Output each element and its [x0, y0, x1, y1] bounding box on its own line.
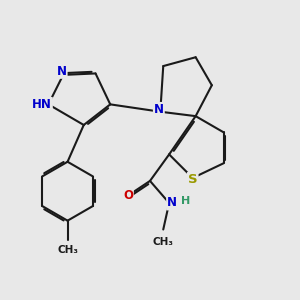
Text: CH₃: CH₃	[153, 237, 174, 247]
Text: CH₃: CH₃	[57, 245, 78, 255]
Text: N: N	[57, 65, 67, 78]
Text: HN: HN	[32, 98, 52, 111]
Text: N: N	[167, 196, 177, 209]
Text: S: S	[188, 173, 197, 186]
Text: H: H	[181, 196, 190, 206]
Text: O: O	[123, 189, 133, 202]
Text: N: N	[154, 103, 164, 116]
